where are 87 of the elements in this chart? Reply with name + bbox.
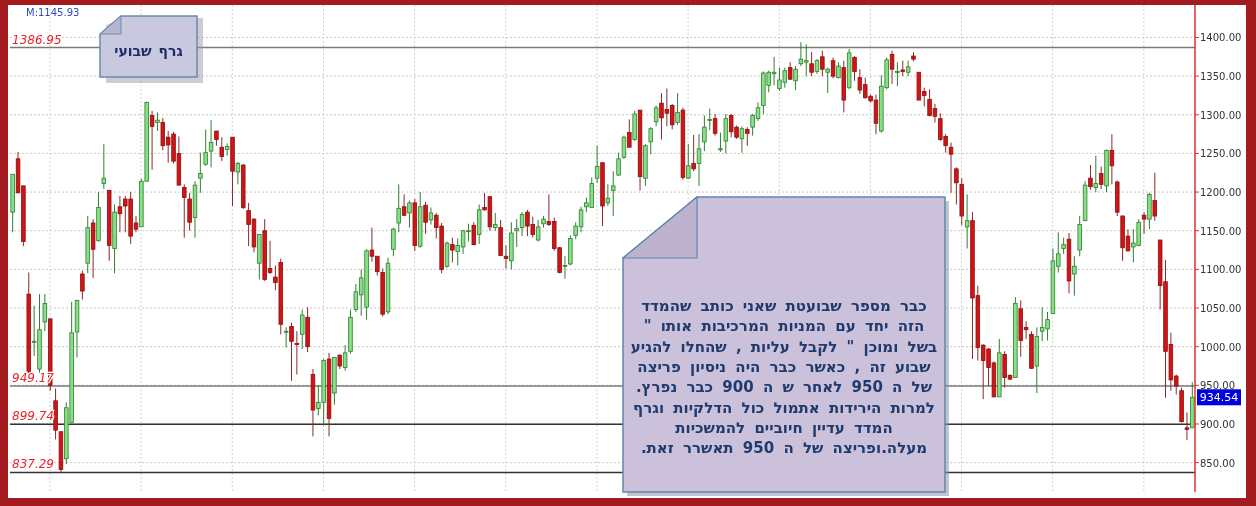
annotation: 934.54: [1199, 391, 1239, 405]
ref-line-label: 837.29: [12, 457, 54, 472]
candlestick: [503, 244, 509, 270]
y-tick-label: 1150.00: [1200, 225, 1242, 237]
candlestick: [1072, 255, 1077, 297]
candlestick: [514, 218, 519, 248]
y-tick-label: 850.00: [1200, 457, 1235, 469]
candlestick: [696, 133, 702, 187]
candlestick: [155, 111, 160, 132]
candlestick: [675, 92, 680, 126]
y-tick-label: 1400.00: [1200, 32, 1242, 44]
y-tick-label: 1250.00: [1200, 148, 1242, 160]
candlestick: [1098, 166, 1104, 190]
candlestick: [889, 50, 895, 85]
candlestick: [342, 344, 348, 372]
candlestick: [723, 113, 729, 154]
candlestick: [42, 293, 48, 332]
candlestick: [895, 61, 900, 87]
candlestick: [101, 143, 107, 190]
candlestick: [289, 322, 294, 382]
candlestick: [627, 118, 632, 148]
candlestick: [294, 330, 300, 375]
y-tick-label: 900.00: [1200, 418, 1235, 430]
candlestick: [391, 227, 396, 257]
candlestick: [1093, 155, 1099, 193]
candlestick: [219, 136, 225, 162]
candlestick: [423, 201, 428, 235]
candlestick: [1088, 164, 1093, 191]
candlestick: [1141, 211, 1147, 235]
candlestick: [964, 193, 970, 249]
candlestick: [948, 142, 954, 194]
ref-line-label: 1386.95: [12, 32, 62, 47]
y-tick-label: 1000.00: [1200, 341, 1242, 353]
ref-line-label: 899.74: [12, 409, 54, 424]
candlestick: [235, 161, 241, 185]
y-tick-label: 1350.00: [1200, 71, 1242, 83]
candlestick: [648, 126, 653, 155]
candlestick: [407, 200, 412, 229]
y-tick-label: 950.00: [1200, 380, 1235, 392]
candlestick: [450, 237, 455, 263]
candlestick: [621, 135, 627, 160]
candlestick: [198, 152, 203, 194]
candlestick: [653, 104, 659, 127]
candlestick: [1184, 411, 1190, 441]
candlestick: [562, 255, 568, 280]
y-tick-label: 1300.00: [1200, 109, 1242, 121]
candlestick: [707, 108, 712, 131]
candlestick: [793, 65, 798, 91]
candlestick: [187, 192, 192, 232]
candlestick: [616, 152, 621, 177]
annotation: M:1145.93: [26, 7, 80, 18]
candlestick: [300, 309, 305, 350]
candlestick: [594, 145, 600, 184]
candlestick: [182, 183, 187, 239]
candlestick: [519, 211, 525, 237]
y-tick-label: 1200.00: [1200, 187, 1242, 199]
candlestick: [702, 115, 707, 152]
y-tick-label: 1050.00: [1200, 303, 1242, 315]
text: גרף שבועי: [114, 43, 183, 59]
candlestick: [80, 270, 85, 301]
y-tick-label: 1100.00: [1200, 264, 1242, 276]
candlestick: [809, 51, 814, 77]
candlestick: [691, 134, 696, 172]
candlestick: [1109, 133, 1115, 185]
candlestick: [712, 113, 718, 137]
candlestick: [954, 166, 959, 205]
candlestick: [203, 128, 208, 167]
candlestick: [535, 219, 541, 243]
candlestick: [396, 183, 401, 233]
annotation: כבר מספר שבועטת שאני כותב שהמדד הזה יחד עם המניות המרכיבות אותו " בשל ומוכן " לקבל עליות , שהחלו להגיע שבוע זה , כאשר כבר היה ניסיון פריצה של ה 950 לאחר ש ה 900 כבר נפרץ. למרות הירידות אתמול כול הדלקיות וגרף המדד עדיין חיוביים להמשכיות מעלה.ופריצה של ה 950 תאשרר זאת.: [630, 297, 938, 458]
candlestick: [830, 57, 836, 79]
candlestick: [718, 132, 723, 153]
candlestick: [1152, 172, 1158, 222]
candlestick: [905, 60, 911, 77]
candlestick: [686, 143, 691, 180]
candlestick: [852, 55, 857, 82]
candlestick: [739, 125, 745, 154]
candlestick: [820, 50, 825, 77]
candlestick: [605, 183, 611, 207]
candlestick: [825, 67, 830, 94]
candlestick: [208, 119, 214, 168]
candlestick: [283, 326, 289, 348]
candlestick: [444, 241, 450, 269]
candlestick: [149, 110, 155, 171]
candlestick: [745, 126, 750, 147]
candlestick: [428, 207, 434, 226]
candlestick: [611, 170, 616, 217]
